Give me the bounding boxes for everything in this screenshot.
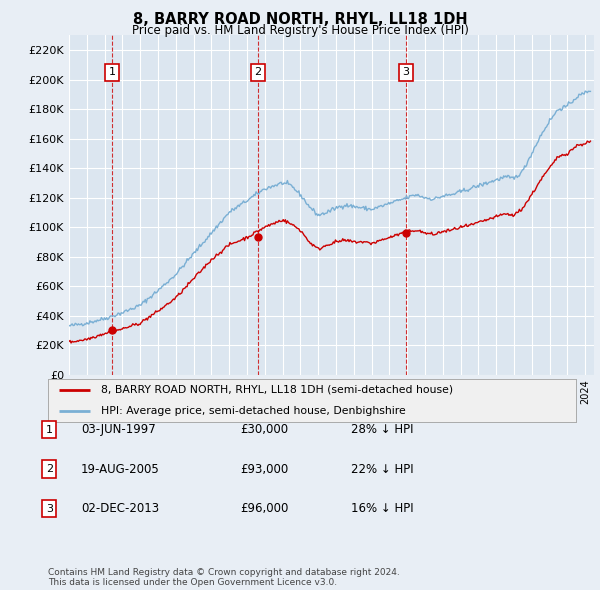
Text: 1: 1 [46, 425, 53, 434]
Text: 8, BARRY ROAD NORTH, RHYL, LL18 1DH: 8, BARRY ROAD NORTH, RHYL, LL18 1DH [133, 12, 467, 27]
Text: Price paid vs. HM Land Registry's House Price Index (HPI): Price paid vs. HM Land Registry's House … [131, 24, 469, 37]
Text: 1: 1 [109, 67, 116, 77]
Text: 28% ↓ HPI: 28% ↓ HPI [351, 423, 413, 436]
Text: 3: 3 [402, 67, 409, 77]
Text: 03-JUN-1997: 03-JUN-1997 [81, 423, 156, 436]
Text: 19-AUG-2005: 19-AUG-2005 [81, 463, 160, 476]
Text: 22% ↓ HPI: 22% ↓ HPI [351, 463, 413, 476]
Text: Contains HM Land Registry data © Crown copyright and database right 2024.
This d: Contains HM Land Registry data © Crown c… [48, 568, 400, 587]
Text: 16% ↓ HPI: 16% ↓ HPI [351, 502, 413, 515]
Text: 3: 3 [46, 504, 53, 513]
Text: HPI: Average price, semi-detached house, Denbighshire: HPI: Average price, semi-detached house,… [101, 407, 406, 416]
Text: £30,000: £30,000 [240, 423, 288, 436]
Text: 2: 2 [46, 464, 53, 474]
Text: 8, BARRY ROAD NORTH, RHYL, LL18 1DH (semi-detached house): 8, BARRY ROAD NORTH, RHYL, LL18 1DH (sem… [101, 385, 453, 395]
Text: 2: 2 [254, 67, 262, 77]
Text: £93,000: £93,000 [240, 463, 288, 476]
Text: £96,000: £96,000 [240, 502, 289, 515]
Text: 02-DEC-2013: 02-DEC-2013 [81, 502, 159, 515]
